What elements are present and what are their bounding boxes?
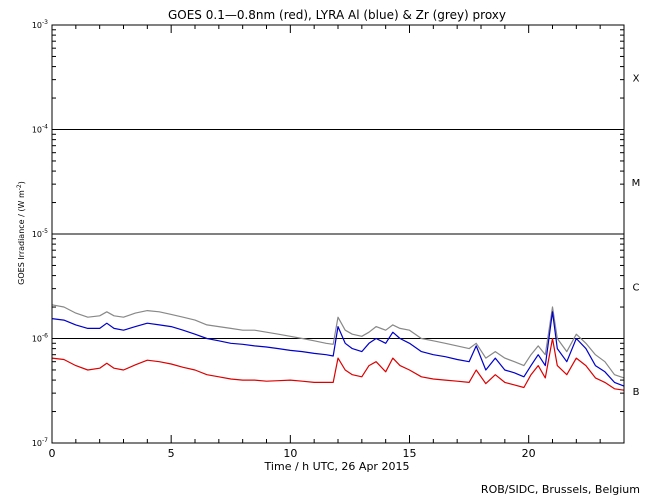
- y-axis-label-main: GOES Irradiance / (W m: [17, 190, 26, 285]
- y-tick-label-0: 10-7: [32, 437, 48, 448]
- flare-class-labels: B C M X: [632, 73, 641, 398]
- class-label-m: M: [632, 178, 641, 189]
- y-tick-label-4: 10-3: [32, 19, 48, 30]
- x-axis: 0 5 10 15 20: [49, 25, 625, 460]
- x-tick-label-3: 15: [403, 447, 417, 460]
- y-tick-label-1: 10-6: [32, 333, 48, 344]
- class-label-b: B: [633, 387, 640, 398]
- series-line-0: [51, 304, 625, 379]
- y-axis-label-end: ): [17, 181, 26, 184]
- flare-class-lines: [52, 129, 624, 339]
- x-tick-label-0: 0: [49, 447, 56, 460]
- x-tick-label-4: 20: [522, 447, 536, 460]
- y-tick-label-3: 10-4: [32, 124, 48, 135]
- series-line-2: [51, 337, 625, 391]
- chart-title: GOES 0.1—0.8nm (red), LYRA Al (blue) & Z…: [168, 8, 506, 22]
- y-axis-label: GOES Irradiance / (W m-2): [16, 181, 26, 285]
- x-tick-label-1: 5: [168, 447, 175, 460]
- x-tick-label-2: 10: [283, 447, 297, 460]
- x-axis-label: Time / h UTC, 26 Apr 2015: [264, 460, 410, 473]
- credit-text: ROB/SIDC, Brussels, Belgium: [481, 483, 640, 496]
- class-label-c: C: [633, 282, 640, 293]
- class-label-x: X: [633, 73, 640, 84]
- y-axis: 10-7 10-6 10-5 10-4 10-3: [32, 19, 624, 448]
- y-axis-label-exponent: -2: [16, 184, 23, 190]
- y-tick-label-2: 10-5: [32, 228, 48, 239]
- series-layer: [51, 304, 625, 391]
- series-line-1: [51, 311, 625, 387]
